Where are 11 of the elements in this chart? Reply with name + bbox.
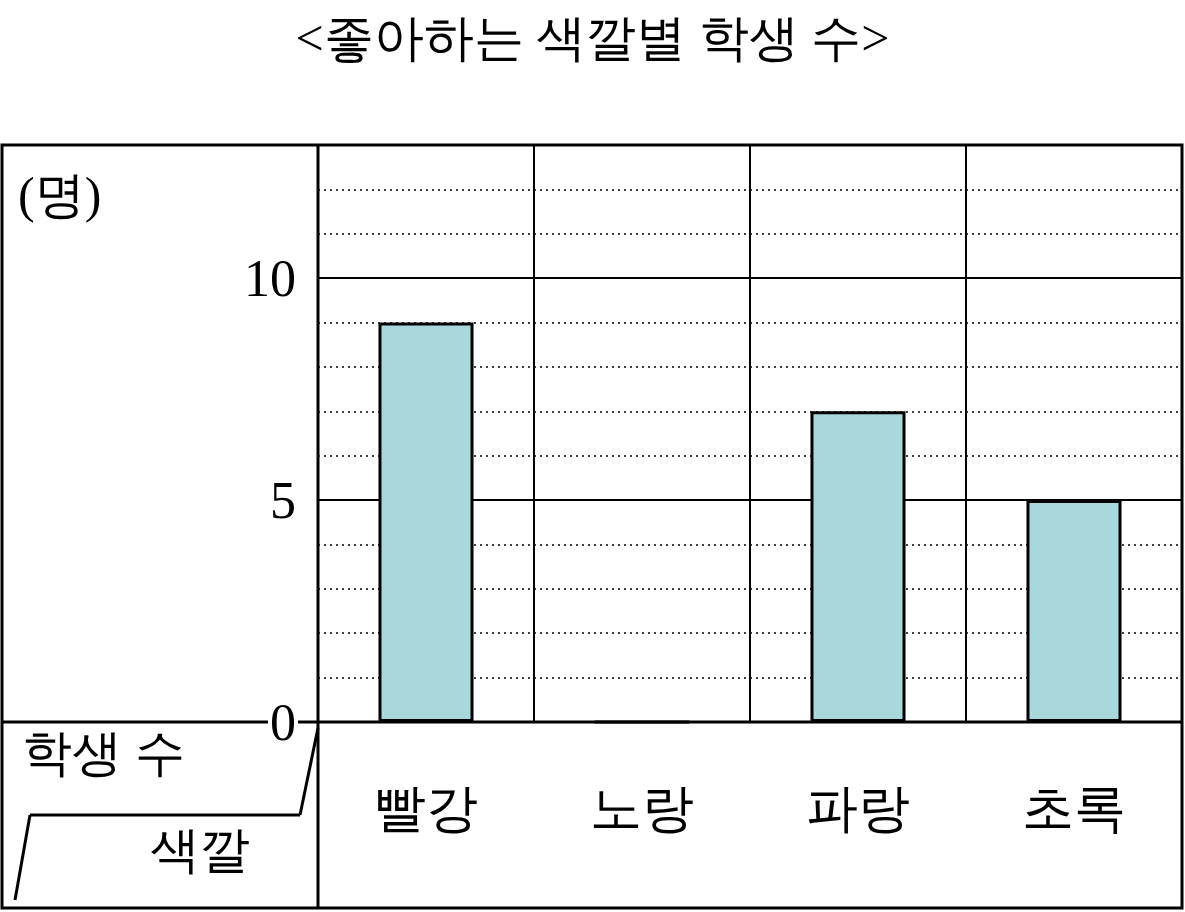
y-tick-label: 0 bbox=[270, 693, 296, 751]
x-tick-label: 노랑 bbox=[590, 779, 694, 837]
x-axis-title: 색깔 bbox=[150, 822, 250, 878]
chart-title: <좋아하는 색깔별 학생 수> bbox=[295, 10, 890, 66]
y-axis-title: (명) bbox=[18, 167, 102, 223]
text: 학생 수 bbox=[22, 725, 185, 781]
y-tick-label: 10 bbox=[244, 249, 296, 307]
y-tick-label: 5 bbox=[270, 471, 296, 529]
x-tick-label: 초록 bbox=[1022, 779, 1126, 837]
x-tick-label: 빨강 bbox=[374, 779, 478, 837]
x-tick-label: 파랑 bbox=[806, 779, 910, 837]
